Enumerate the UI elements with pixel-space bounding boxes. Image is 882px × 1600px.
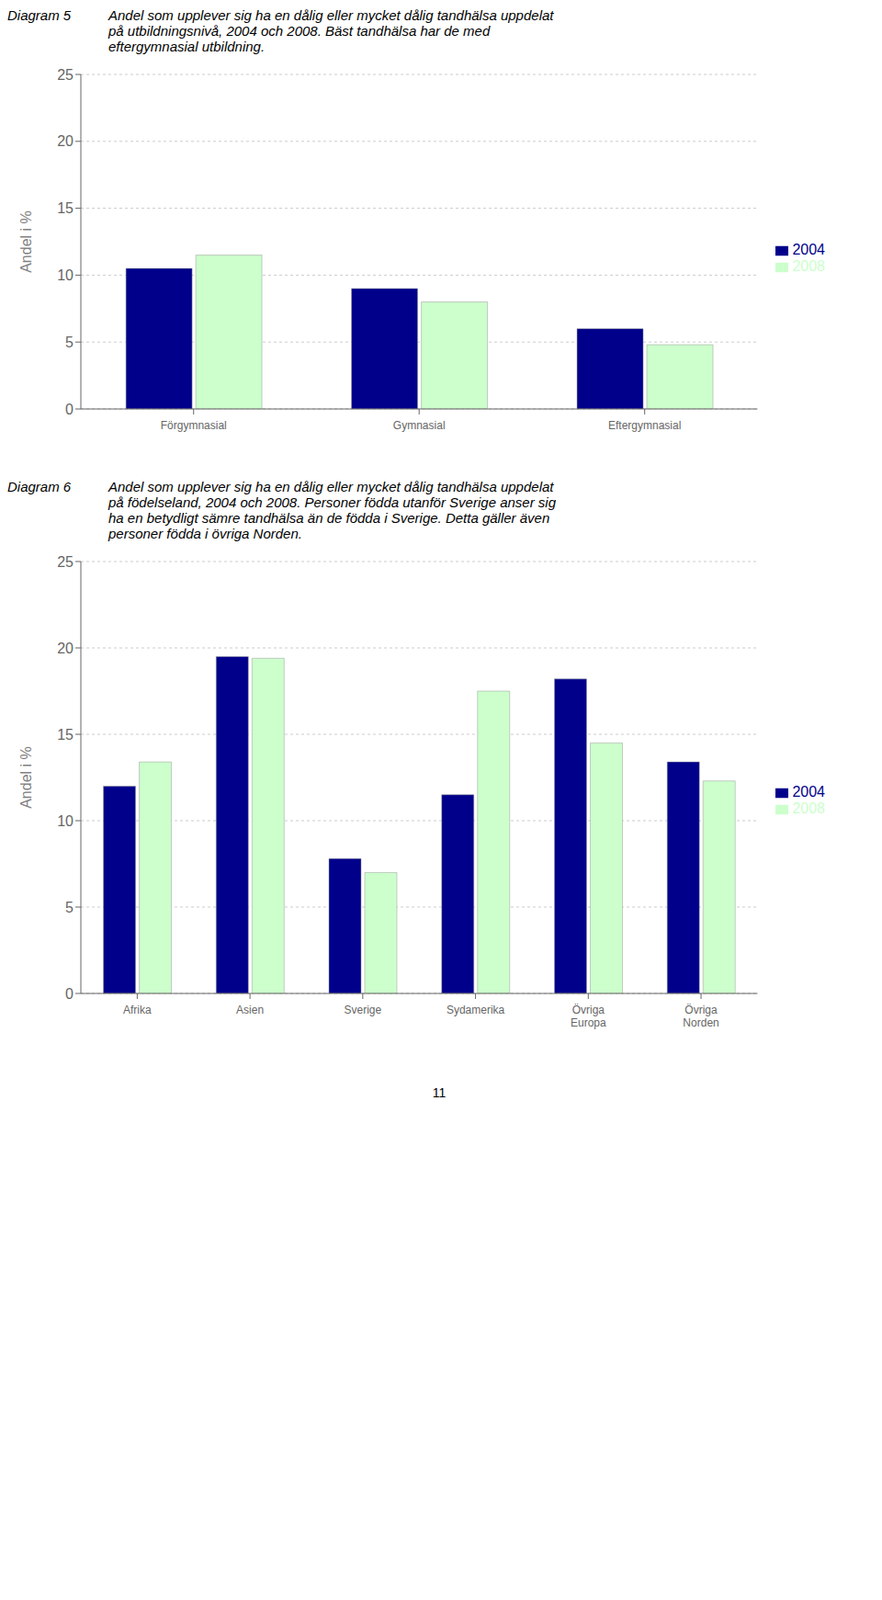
html-text:2004: 2004 xyxy=(792,783,826,800)
svg-text:10: 10 xyxy=(56,813,74,829)
svg-text:Gymnasial: Gymnasial xyxy=(393,418,446,432)
svg-text:Andel i %: Andel i % xyxy=(18,210,34,273)
svg-text:0: 0 xyxy=(65,985,74,1002)
svg-text:ÖvrigaEuropa: ÖvrigaEuropa xyxy=(570,1003,607,1029)
html-text:Andel som upplever sig ha en d: Andel som upplever sig ha en dålig eller… xyxy=(108,478,556,542)
html-text:Andel som upplever sig ha en d: Andel som upplever sig ha en dålig eller… xyxy=(108,7,554,55)
svg-text:Andel i %: Andel i % xyxy=(18,746,34,809)
svg-text:5: 5 xyxy=(65,899,74,916)
svg-text:25: 25 xyxy=(56,554,74,570)
svg-text:0: 0 xyxy=(65,401,74,418)
html-text:Diagram 5: Diagram 5 xyxy=(7,7,71,23)
svg-text:20: 20 xyxy=(56,640,74,656)
svg-text:10: 10 xyxy=(56,267,74,283)
html-text:11: 11 xyxy=(432,1085,446,1100)
html-text:Diagram 6: Diagram 6 xyxy=(7,478,71,495)
svg-text:Asien: Asien xyxy=(236,1003,264,1017)
svg-text:15: 15 xyxy=(56,200,74,216)
svg-text:Sverige: Sverige xyxy=(343,1003,382,1017)
svg-text:Förgymnasial: Förgymnasial xyxy=(160,418,227,432)
html-text:2008: 2008 xyxy=(792,258,826,274)
svg-text:15: 15 xyxy=(56,726,74,743)
svg-text:5: 5 xyxy=(65,334,74,351)
html-text:2004: 2004 xyxy=(792,241,826,258)
svg-text:Sydamerika: Sydamerika xyxy=(446,1003,506,1017)
svg-text:20: 20 xyxy=(56,133,74,149)
svg-text:Afrika: Afrika xyxy=(123,1003,152,1017)
svg-text:ÖvrigaNorden: ÖvrigaNorden xyxy=(682,1003,719,1029)
svg-text:Eftergymnasial: Eftergymnasial xyxy=(608,418,681,432)
html-text:2008: 2008 xyxy=(792,800,826,816)
svg-text:25: 25 xyxy=(56,67,74,83)
